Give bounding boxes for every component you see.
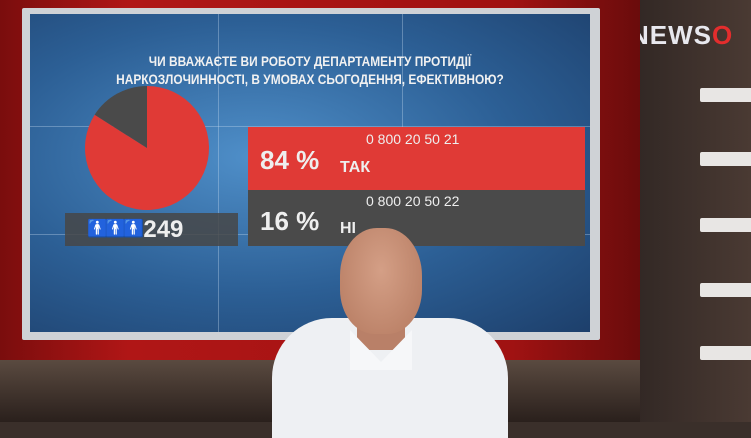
people-icon: 🚹🚹🚹 [87,219,144,238]
option-percent: 16 % [260,206,320,236]
question-line: НАРКОЗЛОЧИННОСТІ, В УМОВАХ СЬОГОДЕННЯ, Е… [116,71,504,87]
option-answer: НІ [340,220,356,237]
option-answer: ТАК [340,159,371,176]
pie-slice-ТАК [84,86,209,210]
question-line: ЧИ ВВАЖАЄТЕ ВИ РОБОТУ ДЕПАРТАМЕНТУ ПРОТИ… [148,53,472,69]
vote-count-box: 🚹🚹🚹 6249 [65,213,238,246]
poll-screen: ЧИ ВВАЖАЄТЕ ВИ РОБОТУ ДЕПАРТАМЕНТУ ПРОТИ… [30,14,590,332]
option-percent: 84 % [260,145,320,175]
pie-slice-НІ [94,86,147,148]
presenter-head [340,228,422,334]
wall-light [700,283,751,297]
wall-light [700,346,751,360]
vote-count: 6249 [130,216,184,243]
option-phone: 0 800 20 50 22 [366,193,460,209]
option-phone: 0 800 20 50 21 [366,131,460,147]
poll-pie-chart [84,86,209,210]
wall-light [700,88,751,102]
newsone-logo: NEWSO [630,20,734,50]
option-no-bar: 0 800 20 50 22 16 % НІ [248,190,585,246]
wall-light [700,152,751,166]
poll-question: ЧИ ВВАЖАЄТЕ ВИ РОБОТУ ДЕПАРТАМЕНТУ ПРОТИ… [72,52,548,88]
option-yes-bar: 0 800 20 50 21 84 % ТАК [248,127,585,190]
wall-light [700,218,751,232]
